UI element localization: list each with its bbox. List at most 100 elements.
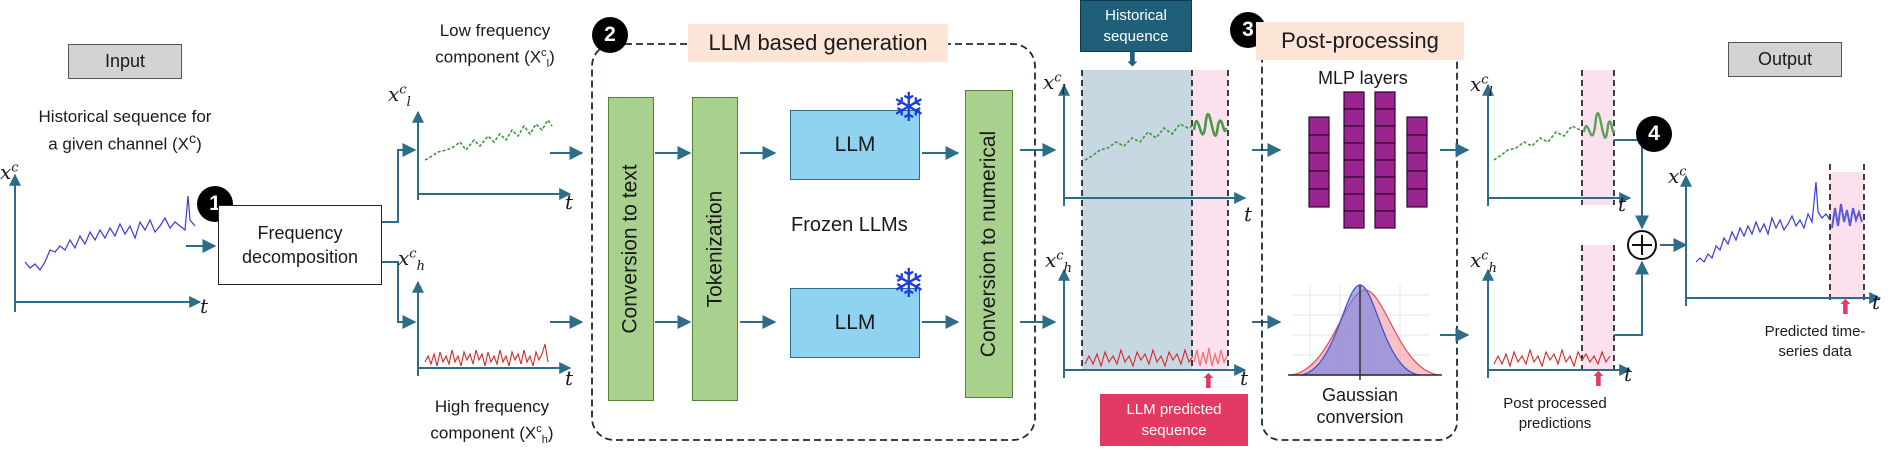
hist-line2: a given channel (Xc) — [10, 128, 240, 156]
right-low-x: x — [1470, 72, 1482, 96]
llm-bottom-label: LLM — [834, 311, 876, 334]
mlp-layers-label: MLP layers — [1318, 68, 1408, 88]
low-line1: Low frequency — [439, 21, 551, 40]
gauss-line2: conversion — [1316, 407, 1404, 427]
step1-text: 1 — [209, 192, 221, 215]
up-arrow-icon-output: ⬆ — [1837, 297, 1854, 319]
llm-pred-line1: LLM predicted — [1126, 401, 1222, 418]
high-x: x — [398, 246, 410, 270]
down-arrow-icon: ⬇ — [1124, 49, 1141, 71]
right-high-sub: h — [1488, 261, 1497, 276]
high-axis-t: t — [565, 366, 574, 390]
pred-ts-line2: series data — [1778, 343, 1852, 360]
right-low-sub: l — [1488, 85, 1493, 100]
mid-low-sup: c — [1054, 70, 1062, 86]
step-1-badge: 1 — [197, 186, 233, 222]
mid-low-x: x — [1043, 70, 1055, 94]
predicted-ts-label: Predicted time- series data — [1745, 322, 1885, 362]
low-frequency-label: Low frequency component (Xcl) — [415, 20, 575, 75]
right-high-sup: c — [1481, 248, 1489, 264]
input-label: Input — [68, 44, 182, 79]
llm-pred-line2: sequence — [1141, 422, 1207, 439]
low-series — [424, 118, 553, 161]
post-processed-label: Post processed predictions — [1485, 394, 1625, 434]
step3-text: 3 — [1242, 18, 1254, 41]
post-title-text: Post-processing — [1281, 28, 1439, 53]
llm-bottom-box: LLM — [790, 288, 920, 358]
output-axis-x: xc — [1668, 164, 1687, 188]
pred-ts-line1: Predicted time- — [1764, 323, 1866, 340]
high-series — [424, 343, 549, 367]
hist-seq-line2: sequence — [1103, 28, 1169, 45]
historical-shade — [1082, 70, 1192, 370]
low-axis-t: t — [565, 190, 574, 214]
right-high-axis-t: t — [1624, 362, 1633, 386]
plus-circle-icon — [1627, 230, 1657, 260]
right-low-sup: c — [1481, 72, 1489, 88]
post-pred-line2: predictions — [1518, 415, 1592, 432]
llm-top-label: LLM — [834, 133, 876, 156]
post-pred-line1: Post processed — [1503, 395, 1607, 412]
mid-low-axis-t: t — [1244, 202, 1253, 226]
mid-low-axis-x: xcl — [1043, 70, 1066, 98]
freq-line2: decomposition — [241, 247, 359, 267]
tokenization-box: Tokenization — [692, 97, 738, 401]
llm-top-box: LLM — [790, 110, 920, 180]
high-sup: c — [536, 423, 542, 435]
low-line2: component (Xcl) — [415, 42, 575, 75]
post-processing-title: Post-processing — [1256, 22, 1464, 60]
output-axis-t: t — [1872, 290, 1881, 314]
high-sub: h — [541, 434, 548, 447]
llm-predicted-sequence-box: LLM predicted sequence — [1100, 394, 1248, 446]
input-series — [24, 195, 196, 272]
step4-text: 4 — [1648, 122, 1660, 145]
gaussian-plot — [1288, 284, 1442, 380]
low-x: x — [388, 82, 400, 106]
mid-low-sub: l — [1061, 83, 1066, 98]
right-high-axis-x: xch — [1470, 248, 1497, 276]
conversion-to-numerical-box: Conversion to numerical — [965, 90, 1013, 398]
frequency-decomposition-box: Frequency decomposition — [218, 205, 382, 285]
low-close: ) — [549, 47, 555, 67]
mid-high-axis-t: t — [1240, 366, 1249, 390]
conv-numerical-label: Conversion to numerical — [977, 130, 1000, 358]
gaussian-conversion-label: Gaussian conversion — [1300, 384, 1420, 428]
low-axis-x: xcl — [388, 82, 411, 110]
llm-generation-title: LLM based generation — [688, 24, 948, 62]
mid-high-axis-x: xch — [1045, 248, 1072, 276]
historical-sequence-box: Historical sequence — [1080, 0, 1192, 52]
up-arrow-icon-right: ⬆ — [1590, 369, 1607, 391]
input-axes — [9, 173, 202, 312]
high-x-sup: c — [409, 246, 417, 262]
high-axis-x: xch — [398, 246, 425, 274]
up-arrow-icon: ⬆ — [1200, 371, 1217, 393]
high-close: ) — [547, 423, 554, 443]
out-x-sup: c — [1679, 164, 1687, 180]
high-x-sub: h — [416, 259, 425, 274]
frozen-llms-label: Frozen LLMs — [791, 214, 908, 236]
hist-sup: c — [189, 131, 197, 147]
conversion-to-text-box: Conversion to text — [608, 97, 654, 401]
freq-line1: Frequency — [257, 223, 343, 243]
low-sub: l — [546, 58, 550, 71]
low-axes — [412, 110, 572, 200]
historical-sequence-label: Historical sequence for a given channel … — [10, 106, 240, 156]
gauss-line1: Gaussian — [1321, 385, 1399, 405]
high-axes — [412, 280, 572, 376]
mlp-layers — [1308, 91, 1428, 229]
hist-line1: Historical sequence for — [38, 107, 212, 126]
input-axis-t: t — [200, 294, 209, 318]
high-line2: component (Xch) — [412, 418, 572, 451]
right-high-x: x — [1470, 248, 1482, 272]
high-frequency-label: High frequency component (Xch) — [412, 396, 572, 451]
out-x: x — [1668, 164, 1680, 188]
hist-end: ) — [196, 134, 202, 154]
right-low-axis-x: xcl — [1470, 72, 1493, 100]
high-line1: High frequency — [434, 397, 550, 416]
input-label-text: Input — [104, 51, 146, 71]
input-x: x — [0, 160, 12, 184]
input-x-sup: c — [11, 160, 19, 176]
tokenization-label: Tokenization — [703, 190, 726, 308]
mid-high-sub: h — [1063, 261, 1072, 276]
